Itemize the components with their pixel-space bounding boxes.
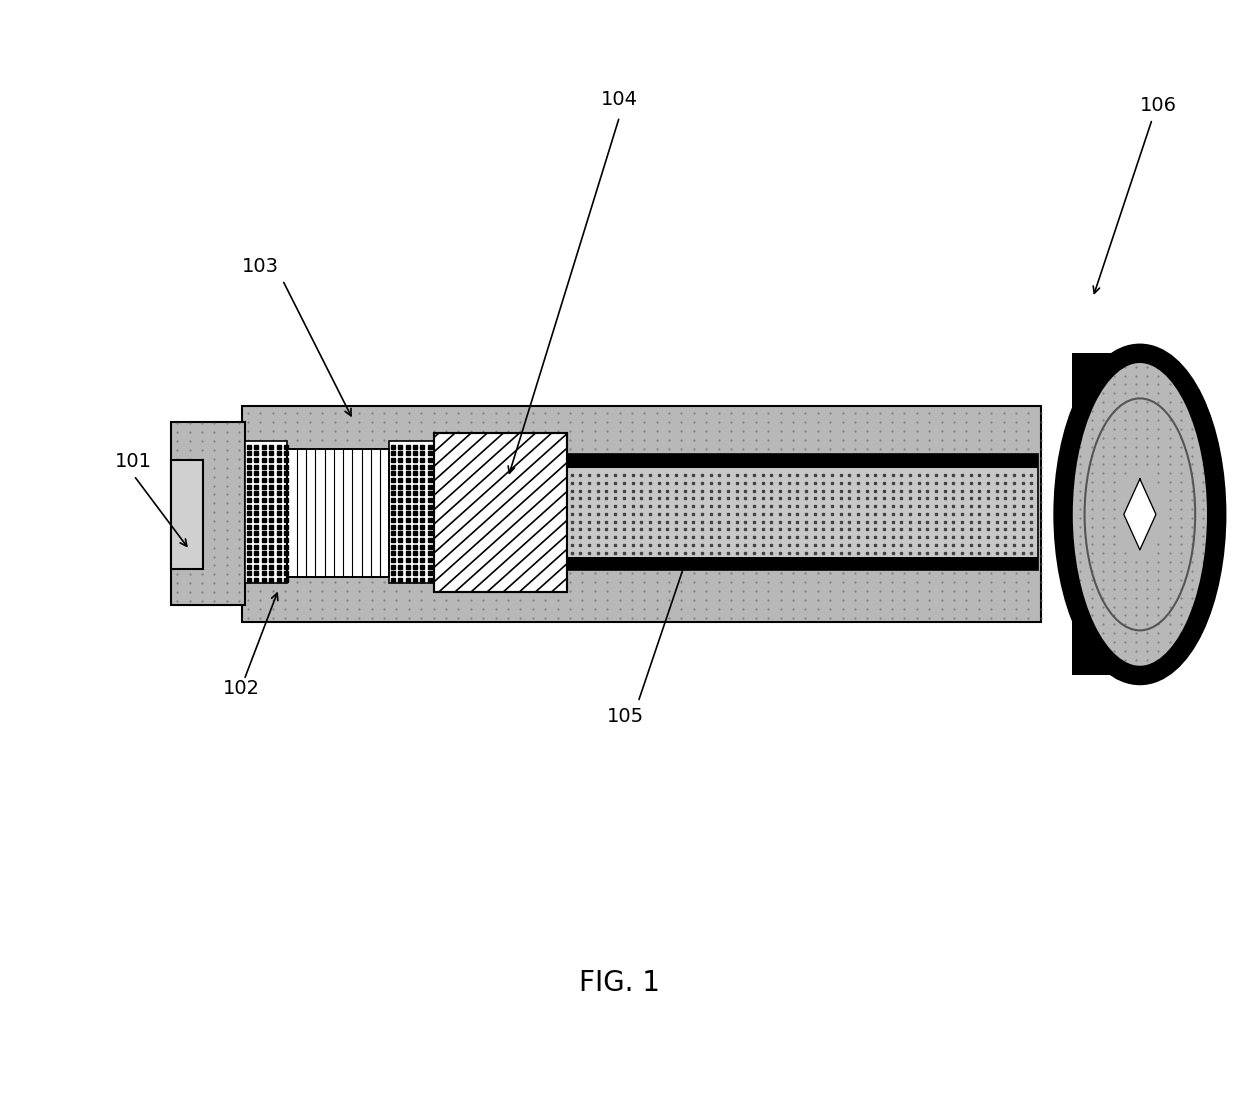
Bar bbox=[567, 454, 1038, 570]
Bar bbox=[567, 454, 1038, 468]
Bar bbox=[389, 441, 434, 583]
Bar bbox=[1072, 353, 1140, 675]
Bar bbox=[567, 468, 1038, 557]
Bar bbox=[171, 422, 245, 605]
Text: 101: 101 bbox=[115, 451, 152, 471]
Text: 103: 103 bbox=[242, 257, 279, 277]
Text: 105: 105 bbox=[607, 707, 644, 727]
Polygon shape bbox=[1124, 479, 1156, 550]
Text: 106: 106 bbox=[1140, 96, 1177, 116]
Bar bbox=[287, 449, 389, 577]
Bar bbox=[567, 557, 1038, 570]
Bar bbox=[434, 433, 567, 592]
Ellipse shape bbox=[1063, 353, 1217, 675]
Bar bbox=[171, 460, 203, 569]
Bar bbox=[245, 441, 287, 583]
Text: 104: 104 bbox=[601, 90, 638, 110]
Bar bbox=[287, 449, 389, 577]
Text: FIG. 1: FIG. 1 bbox=[579, 969, 660, 998]
Bar bbox=[242, 406, 1041, 622]
Text: 102: 102 bbox=[223, 679, 260, 699]
Bar bbox=[434, 433, 567, 592]
